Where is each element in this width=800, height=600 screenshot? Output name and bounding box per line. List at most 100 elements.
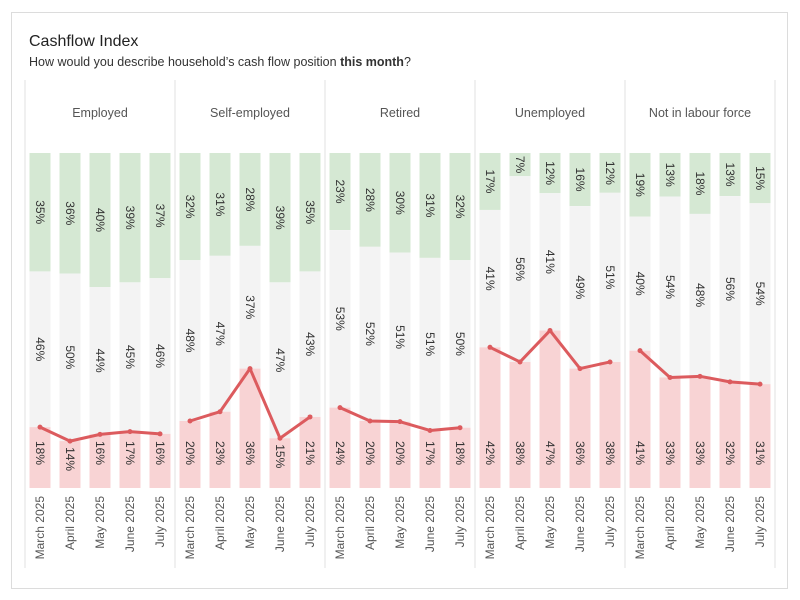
bar-segment-top — [149, 153, 171, 279]
bar-segment-bottom — [269, 438, 291, 488]
group-header: Retired — [380, 106, 420, 120]
bar-segment-middle — [59, 273, 81, 442]
bar-segment-bottom — [569, 368, 591, 488]
bar-segment-top — [389, 153, 411, 253]
data-label-middle: 52% — [363, 322, 377, 346]
bar-segment-top — [509, 153, 531, 177]
data-label-middle: 51% — [423, 332, 437, 356]
bar-segment-middle — [509, 176, 531, 362]
data-label-top: 16% — [573, 168, 587, 192]
data-label-middle: 37% — [243, 295, 257, 319]
trend-point — [427, 427, 433, 433]
bar-segment-middle — [89, 287, 111, 435]
bar-segment-top — [179, 153, 201, 261]
data-label-bottom: 38% — [603, 441, 617, 465]
month-tick-label: March 2025 — [333, 496, 347, 560]
data-label-bottom: 33% — [663, 441, 677, 465]
bar-segment-top — [359, 153, 381, 247]
bar-segment-middle — [719, 196, 741, 382]
data-label-middle: 53% — [333, 307, 347, 331]
month-tick-label: May 2025 — [543, 496, 557, 549]
month-tick-label: May 2025 — [693, 496, 707, 549]
trend-point — [577, 366, 583, 372]
bar-segment-bottom — [749, 384, 771, 488]
data-label-top: 30% — [393, 191, 407, 215]
bar-segment-middle — [269, 282, 291, 439]
data-label-bottom: 16% — [93, 441, 107, 465]
bar-segment-middle — [689, 213, 711, 377]
subtitle-end: ? — [403, 55, 411, 69]
data-label-top: 7% — [513, 156, 527, 174]
data-label-middle: 46% — [153, 344, 167, 368]
bar-segment-top — [749, 153, 771, 204]
bar-segment-bottom — [599, 361, 621, 488]
data-label-middle: 51% — [393, 325, 407, 349]
data-label-bottom: 18% — [33, 441, 47, 465]
group-header: Not in labour force — [649, 106, 751, 120]
bar-segment-bottom — [659, 377, 681, 488]
chart-frame — [11, 12, 788, 589]
data-label-top: 37% — [153, 204, 167, 228]
bar-segment-bottom — [179, 421, 201, 488]
chart-title: Cashflow Index — [29, 33, 139, 50]
month-tick-label: March 2025 — [483, 496, 497, 560]
month-tick-label: April 2025 — [663, 496, 677, 550]
month-tick-label: July 2025 — [453, 496, 467, 548]
bar-segment-middle — [539, 193, 561, 331]
month-tick-label: May 2025 — [243, 496, 257, 549]
data-label-top: 13% — [663, 163, 677, 187]
data-label-middle: 49% — [573, 275, 587, 299]
data-label-top: 32% — [183, 195, 197, 219]
bar-segment-top — [539, 153, 561, 194]
trend-point — [397, 419, 403, 425]
data-label-bottom: 38% — [513, 441, 527, 465]
month-tick-label: June 2025 — [123, 496, 137, 552]
data-label-middle: 50% — [63, 345, 77, 369]
data-label-top: 12% — [603, 161, 617, 185]
bar-segment-top — [269, 153, 291, 283]
trend-point — [607, 359, 613, 365]
bar-segment-middle — [209, 255, 231, 412]
data-label-top: 36% — [63, 201, 77, 225]
data-label-top: 35% — [33, 200, 47, 224]
bar-segment-middle — [599, 192, 621, 362]
data-label-top: 31% — [423, 193, 437, 217]
bar-segment-top — [119, 153, 141, 283]
month-tick-label: April 2025 — [213, 496, 227, 550]
trend-point — [277, 435, 283, 441]
trend-point — [487, 344, 493, 350]
data-label-top: 31% — [213, 192, 227, 216]
data-label-middle: 54% — [753, 282, 767, 306]
bar-segment-bottom — [479, 347, 501, 488]
month-tick-label: April 2025 — [513, 496, 527, 550]
trend-point — [217, 409, 223, 415]
data-label-bottom: 33% — [693, 441, 707, 465]
data-label-middle: 54% — [663, 275, 677, 299]
trend-point — [307, 414, 313, 420]
month-tick-label: April 2025 — [63, 496, 77, 550]
data-label-top: 12% — [543, 161, 557, 185]
bar-segment-middle — [569, 206, 591, 369]
bar-segment-middle — [629, 216, 651, 351]
bar-segment-top — [659, 153, 681, 197]
data-label-bottom: 20% — [363, 441, 377, 465]
month-tick-label: June 2025 — [573, 496, 587, 552]
data-label-top: 18% — [693, 171, 707, 195]
bar-segment-bottom — [689, 376, 711, 488]
bar-segment-bottom — [719, 381, 741, 488]
bar-segment-middle — [749, 203, 771, 385]
bar-segment-bottom — [389, 421, 411, 488]
data-label-top: 39% — [123, 206, 137, 230]
data-label-bottom: 16% — [153, 441, 167, 465]
data-label-top: 40% — [93, 208, 107, 232]
trend-point — [67, 438, 73, 444]
bar-segment-bottom — [329, 407, 351, 488]
data-label-top: 17% — [483, 169, 497, 193]
month-tick-label: July 2025 — [603, 496, 617, 548]
chart-subtitle: How would you describe household’s cash … — [29, 55, 411, 69]
group-header: Unemployed — [515, 106, 585, 120]
trend-point — [517, 359, 523, 365]
month-tick-label: June 2025 — [273, 496, 287, 552]
bar-segment-bottom — [449, 427, 471, 488]
